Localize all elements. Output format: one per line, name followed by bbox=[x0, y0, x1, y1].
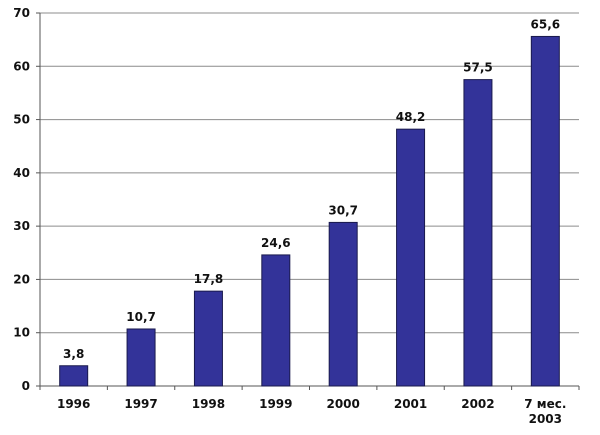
bar bbox=[126, 328, 156, 387]
y-tick-label: 0 bbox=[22, 379, 30, 393]
x-tick-label: 1998 bbox=[192, 397, 225, 411]
y-tick-label: 20 bbox=[13, 272, 30, 286]
data-label: 24,6 bbox=[261, 236, 291, 250]
x-tick-label: 2001 bbox=[394, 397, 427, 411]
x-tick-label: 1996 bbox=[57, 397, 90, 411]
x-tick-label-line: 7 мес. bbox=[524, 397, 566, 411]
x-tick-label-line: 1996 bbox=[57, 397, 90, 411]
x-tick-label-line: 2000 bbox=[326, 397, 359, 411]
data-label: 57,5 bbox=[463, 61, 493, 75]
data-label: 17,8 bbox=[194, 272, 224, 286]
y-tick-label: 40 bbox=[13, 166, 30, 180]
y-tick-label: 10 bbox=[13, 326, 30, 340]
bar bbox=[530, 35, 560, 387]
data-label: 10,7 bbox=[126, 310, 156, 324]
x-tick-label: 7 мес. 2003 bbox=[524, 397, 566, 426]
x-tick-label-line: 1997 bbox=[124, 397, 157, 411]
bar bbox=[261, 254, 291, 387]
x-tick-label-line: 1999 bbox=[259, 397, 292, 411]
y-tick-label: 60 bbox=[13, 59, 30, 73]
x-tick-label-line: 2002 bbox=[461, 397, 494, 411]
data-label: 65,6 bbox=[531, 17, 561, 31]
bar bbox=[463, 79, 493, 387]
x-tick-label: 1999 bbox=[259, 397, 292, 411]
x-tick-label: 2000 bbox=[326, 397, 359, 411]
x-tick-label: 1997 bbox=[124, 397, 157, 411]
x-tick-label: 2002 bbox=[461, 397, 494, 411]
bar bbox=[396, 128, 426, 387]
bar bbox=[193, 290, 223, 387]
data-label: 30,7 bbox=[328, 203, 358, 217]
bar bbox=[328, 221, 358, 387]
data-label: 48,2 bbox=[396, 110, 426, 124]
x-tick-label-line: 2001 bbox=[394, 397, 427, 411]
x-tick-label-line: 2003 bbox=[529, 412, 562, 426]
y-tick-label: 30 bbox=[13, 219, 30, 233]
y-tick-label: 70 bbox=[13, 6, 30, 20]
y-tick-label: 50 bbox=[13, 113, 30, 127]
bar bbox=[59, 365, 89, 387]
x-tick-label-line: 1998 bbox=[192, 397, 225, 411]
data-label: 3,8 bbox=[63, 347, 84, 361]
